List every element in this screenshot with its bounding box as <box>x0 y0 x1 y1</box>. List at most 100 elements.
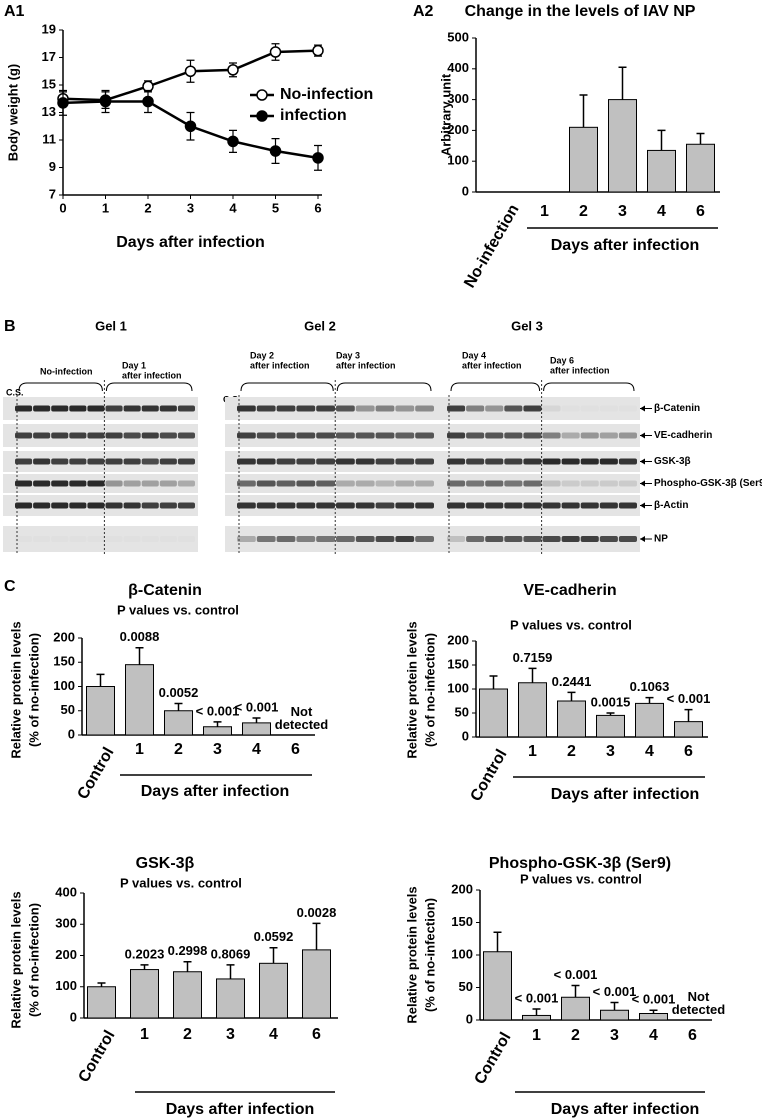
blot-band <box>580 536 599 542</box>
blot-band <box>580 458 599 465</box>
blot-band <box>141 502 159 509</box>
blot-band <box>276 480 296 487</box>
x-tick-label: Control <box>74 745 117 803</box>
blot-band <box>485 432 504 439</box>
blot-band <box>15 480 33 487</box>
blot-band <box>336 432 355 439</box>
error-bar <box>606 712 615 716</box>
legend-label: No-infection <box>280 86 373 103</box>
x-axis-label: Days after infection <box>551 1101 699 1118</box>
blot-band <box>504 480 523 487</box>
y-tick-label: 200 <box>447 122 469 137</box>
x-tick-label: Control <box>471 1030 514 1088</box>
blot-band <box>447 536 466 542</box>
point <box>142 95 154 108</box>
blot-band <box>123 432 141 439</box>
error-bar <box>493 931 502 952</box>
error-bar <box>135 646 144 665</box>
bar <box>125 664 154 736</box>
legend-label: infection <box>280 107 347 124</box>
bar <box>86 686 115 736</box>
blot-band <box>159 405 177 412</box>
point <box>142 80 154 93</box>
x-tick-label: 2 <box>579 203 588 220</box>
p-value-label: < 0.001 <box>667 691 711 706</box>
group-label: after infection <box>250 360 310 370</box>
blot-band <box>599 458 618 465</box>
blot-band <box>355 405 375 412</box>
band-label: NP <box>654 534 668 545</box>
blot-band <box>504 405 523 412</box>
blot-band <box>523 536 542 542</box>
error-bar <box>140 964 149 970</box>
y-tick-label: 300 <box>447 91 469 106</box>
blot-band <box>447 432 466 439</box>
error-bar <box>312 922 321 950</box>
y-axis-label: (% of no-infection) <box>422 633 437 747</box>
blot-band <box>159 458 177 465</box>
blot-band <box>316 536 335 542</box>
y-axis-label: Body weight (g) <box>5 64 20 162</box>
x-tick-label: 1 <box>540 203 549 220</box>
blot-band <box>33 458 51 465</box>
error-bar <box>684 708 693 722</box>
bracket <box>336 382 432 392</box>
x-tick-label: 6 <box>314 200 321 215</box>
bar <box>608 99 637 193</box>
annotation: P values vs. control <box>510 617 632 632</box>
blot-band <box>336 458 355 465</box>
bar <box>686 143 715 193</box>
group-label: No-infection <box>40 366 93 376</box>
blot-band <box>415 536 434 542</box>
blot-band <box>177 458 195 465</box>
blot-band <box>51 502 69 509</box>
blot-band <box>33 502 51 509</box>
p-value-label: 0.0015 <box>591 694 631 709</box>
x-tick-label: 4 <box>645 743 654 760</box>
error-bar <box>567 691 576 701</box>
blot-band <box>316 502 335 509</box>
band-label: VE-cadherin <box>654 430 712 441</box>
x-tick-label: 2 <box>174 741 183 758</box>
blot-band <box>33 405 51 412</box>
blot-band <box>159 536 177 542</box>
y-tick-label: 100 <box>451 946 473 961</box>
blot-band <box>466 405 485 412</box>
blot-band <box>336 502 355 509</box>
blot-band <box>87 480 105 487</box>
x-tick-label: Control <box>467 747 510 805</box>
bar <box>557 700 586 738</box>
bar <box>639 1013 668 1021</box>
error-bar <box>610 1001 619 1011</box>
blot-band <box>395 502 415 509</box>
blot-band <box>523 502 542 509</box>
blot-band <box>123 480 141 487</box>
blot-band <box>237 432 256 439</box>
error-bar <box>571 984 580 998</box>
bar <box>173 971 202 1019</box>
bracket <box>105 382 193 392</box>
point <box>184 65 197 77</box>
blot-band <box>447 458 466 465</box>
arrow-head <box>640 432 645 439</box>
p-value-label: 0.0052 <box>159 685 199 700</box>
blot-band <box>580 405 599 412</box>
blot-band <box>51 536 69 542</box>
p-value-label: 0.2023 <box>125 946 165 961</box>
y-axis-label: (% of no-infection) <box>26 633 41 747</box>
chart-title: GSK-3β <box>136 855 195 872</box>
group-label: Day 3 <box>336 350 360 360</box>
blot-band <box>105 502 123 509</box>
y-tick-label: 100 <box>55 978 77 993</box>
blot-band <box>159 480 177 487</box>
blot-band <box>15 432 33 439</box>
error-bar <box>489 675 498 689</box>
band-label: GSK-3β <box>654 456 691 467</box>
y-tick-label: 11 <box>42 131 56 146</box>
group-label: Day 6 <box>550 355 574 365</box>
x-tick-label: 2 <box>183 1026 192 1043</box>
blot-band <box>87 458 105 465</box>
blot-band <box>177 405 195 412</box>
bar <box>242 722 271 736</box>
